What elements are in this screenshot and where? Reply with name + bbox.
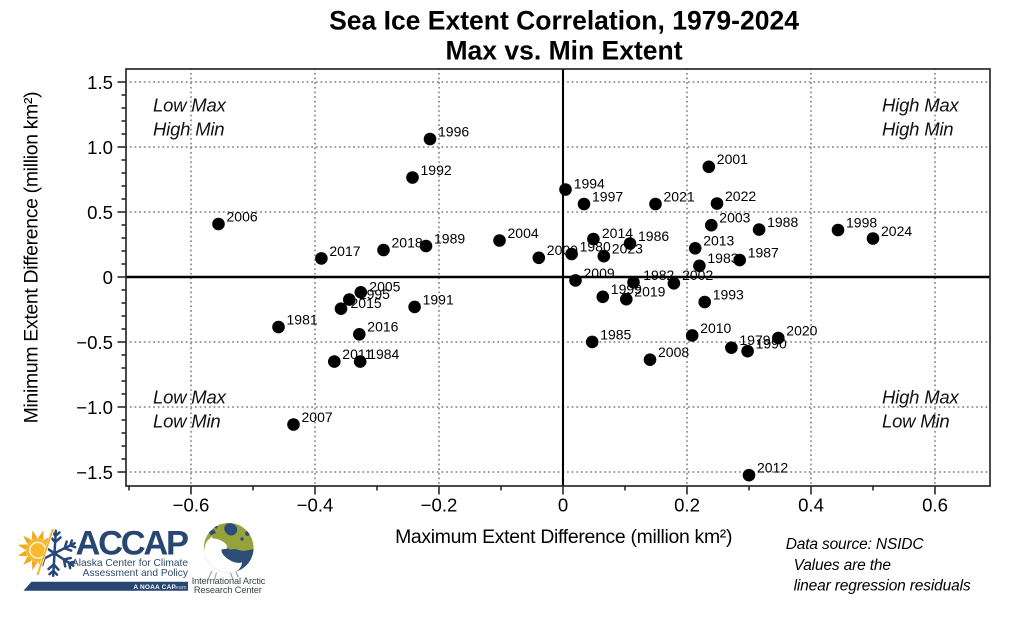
svg-text:2018: 2018: [392, 234, 423, 250]
svg-text:1991: 1991: [423, 291, 454, 307]
svg-text:2017: 2017: [329, 243, 360, 259]
svg-text:Low Min: Low Min: [882, 411, 950, 432]
svg-text:Assessment and Policy: Assessment and Policy: [83, 568, 189, 579]
svg-text:1983: 1983: [707, 250, 738, 266]
svg-text:Data source: NSIDC: Data source: NSIDC: [786, 536, 925, 553]
svg-text:High Max: High Max: [882, 94, 959, 115]
svg-text:2008: 2008: [658, 344, 689, 360]
svg-text:2021: 2021: [664, 188, 695, 204]
svg-text:2012: 2012: [757, 460, 788, 476]
svg-text:1.0: 1.0: [87, 137, 113, 158]
svg-text:1994: 1994: [574, 176, 605, 192]
svg-text:Minimum Extent Difference (mil: Minimum Extent Difference (million km²): [21, 92, 43, 424]
svg-text:−1.5: −1.5: [76, 462, 113, 483]
svg-text:High Max: High Max: [882, 386, 959, 407]
svg-text:A NOAA CAP: A NOAA CAP: [133, 584, 176, 591]
svg-text:Sea Ice Extent Correlation, 19: Sea Ice Extent Correlation, 1979-2024: [329, 6, 799, 36]
svg-text:2016: 2016: [367, 319, 398, 335]
svg-text:−0.2: −0.2: [421, 495, 458, 516]
svg-text:2005: 2005: [369, 278, 400, 294]
svg-text:0.4: 0.4: [798, 495, 824, 516]
svg-text:1984: 1984: [368, 346, 399, 362]
svg-text:0.6: 0.6: [922, 495, 948, 516]
svg-text:1993: 1993: [713, 286, 744, 302]
svg-text:1.5: 1.5: [87, 72, 113, 93]
svg-text:Alaska Center for Climate: Alaska Center for Climate: [72, 558, 188, 569]
svg-text:1998: 1998: [846, 214, 877, 230]
svg-text:−0.6: −0.6: [173, 495, 210, 516]
svg-text:High Min: High Min: [153, 119, 224, 140]
svg-text:1997: 1997: [592, 188, 623, 204]
svg-text:0: 0: [558, 495, 568, 516]
svg-text:2024: 2024: [881, 223, 912, 239]
svg-text:0: 0: [103, 267, 113, 288]
svg-text:International Arctic: International Arctic: [192, 576, 266, 586]
svg-text:1987: 1987: [748, 245, 779, 261]
svg-text:2006: 2006: [227, 208, 258, 224]
svg-text:Low Min: Low Min: [153, 411, 221, 432]
svg-text:Research Center: Research Center: [194, 585, 262, 595]
svg-text:2019: 2019: [634, 284, 665, 300]
svg-text:−1.0: −1.0: [76, 397, 113, 418]
svg-text:Low Max: Low Max: [153, 386, 227, 407]
svg-text:1992: 1992: [421, 162, 452, 178]
svg-text:1979: 1979: [739, 332, 770, 348]
svg-text:1988: 1988: [767, 214, 798, 230]
svg-text:2015: 2015: [351, 295, 382, 311]
svg-text:2013: 2013: [703, 233, 734, 249]
svg-text:2014: 2014: [602, 225, 633, 241]
svg-text:1989: 1989: [434, 230, 465, 246]
svg-text:team: team: [174, 585, 187, 591]
svg-text:ACCAP: ACCAP: [76, 525, 188, 563]
svg-text:1986: 1986: [638, 228, 669, 244]
svg-text:1996: 1996: [438, 123, 469, 139]
svg-text:2003: 2003: [719, 210, 750, 226]
svg-text:−0.5: −0.5: [76, 332, 113, 353]
svg-text:2020: 2020: [786, 322, 817, 338]
svg-text:1981: 1981: [287, 311, 318, 327]
svg-text:Max vs. Min Extent: Max vs. Min Extent: [445, 36, 682, 66]
svg-text:2001: 2001: [717, 151, 748, 167]
svg-text:Maximum Extent Difference (mil: Maximum Extent Difference (million km²): [395, 526, 732, 548]
svg-text:2007: 2007: [302, 409, 333, 425]
svg-text:0.5: 0.5: [87, 202, 113, 223]
svg-text:Low Max: Low Max: [153, 94, 227, 115]
svg-text:−0.4: −0.4: [297, 495, 334, 516]
svg-text:0.2: 0.2: [674, 495, 700, 516]
svg-text:2004: 2004: [508, 225, 539, 241]
svg-text:linear regression residuals: linear regression residuals: [794, 578, 971, 595]
svg-text:2022: 2022: [725, 188, 756, 204]
svg-text:High Min: High Min: [882, 119, 953, 140]
svg-text:Values are the: Values are the: [794, 557, 892, 574]
svg-text:2010: 2010: [700, 320, 731, 336]
svg-text:1985: 1985: [600, 326, 631, 342]
svg-text:2009: 2009: [584, 265, 615, 281]
